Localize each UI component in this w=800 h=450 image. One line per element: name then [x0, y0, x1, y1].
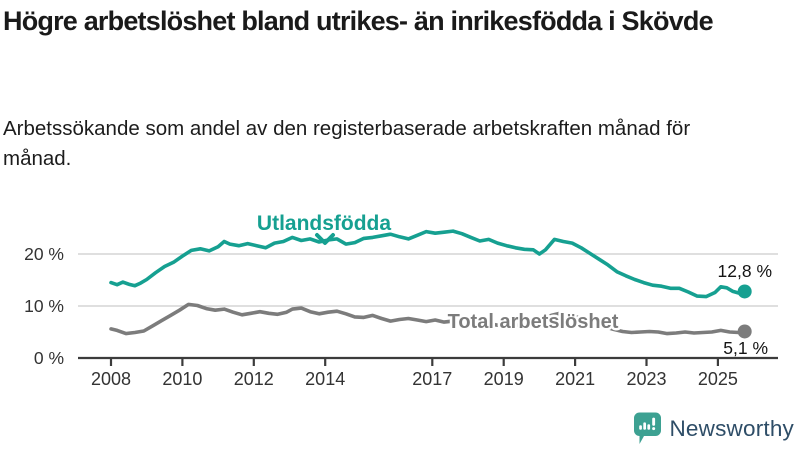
x-tick-label: 2014 — [305, 369, 345, 389]
x-tick-label: 2012 — [234, 369, 274, 389]
axes: 0 % 10 % 20 % 2008 2010 2012 2014 2017 2019 2021 2… — [24, 244, 778, 389]
x-tick-label: 2025 — [698, 369, 738, 389]
series-line-1 — [109, 302, 747, 336]
logo-bars — [639, 417, 656, 431]
y-tick-label: 10 % — [24, 296, 64, 316]
newsworthy-logo-icon — [634, 412, 662, 444]
series-end-dot-0 — [737, 284, 752, 299]
chart-series — [109, 229, 752, 339]
series-label-total-arbetsloshet: Total arbetslöshet — [448, 311, 619, 333]
brand-name: Newsworthy — [669, 415, 794, 441]
x-tick-label: 2023 — [626, 369, 666, 389]
x-tick-label: 2017 — [412, 369, 452, 389]
x-tick-label: 2008 — [91, 369, 131, 389]
x-tick-label: 2019 — [484, 369, 524, 389]
end-value-label-total: 5,1 % — [723, 338, 768, 358]
page-subtitle: Arbetssökande som andel av den registerb… — [3, 117, 691, 170]
newsworthy-brand-link[interactable]: Newsworthy — [633, 412, 794, 445]
gridlines — [78, 253, 778, 307]
series-end-dot-1 — [737, 324, 752, 339]
page-title: Högre arbetslöshet bland utrikes- än inr… — [3, 6, 714, 36]
series-label-utlandsfodda: Utlandsfödda — [257, 212, 391, 235]
series-line-0 — [109, 229, 747, 299]
y-tick-label: 20 % — [24, 244, 64, 264]
x-tick-label: 2021 — [555, 369, 595, 389]
y-tick-label: 0 % — [34, 348, 64, 368]
chevron-down-icon — [315, 233, 335, 245]
x-tick-label: 2010 — [162, 369, 202, 389]
end-value-label-utlandsfodda: 12,8 % — [718, 261, 772, 281]
